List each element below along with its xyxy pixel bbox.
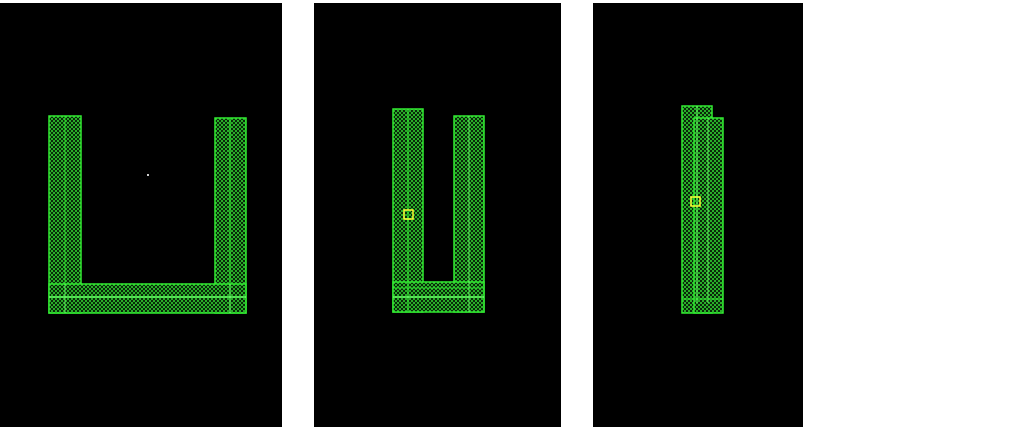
diagram-panel-folded	[593, 3, 803, 427]
folded-drawing	[681, 105, 724, 314]
yellow-marker-square	[690, 196, 701, 207]
narrow-u-drawing	[392, 108, 485, 313]
bottom-bar	[48, 283, 247, 314]
diagram-panel-wide-u	[0, 3, 282, 427]
diagram-panel-narrow-u	[314, 3, 561, 427]
wide-u-drawing	[48, 115, 247, 314]
center-dot	[147, 174, 149, 176]
yellow-marker-square	[403, 209, 414, 220]
wide-u-shape	[48, 115, 247, 314]
folded-shape	[681, 105, 724, 314]
narrow-u-shape	[392, 108, 485, 313]
